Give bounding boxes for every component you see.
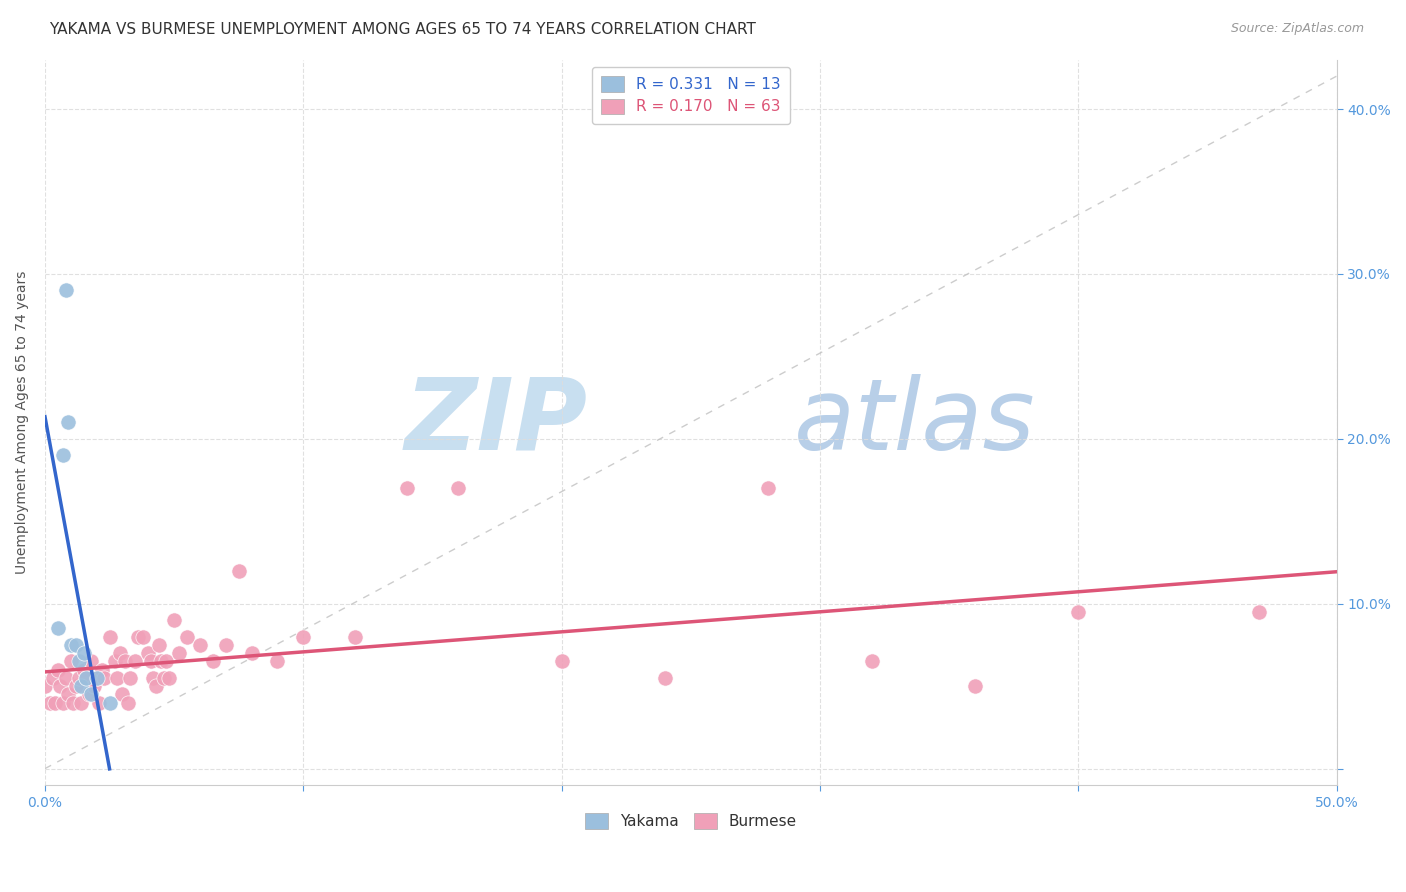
Text: ZIP: ZIP (405, 374, 588, 471)
Point (90, 663, 112, 677)
Point (148, 638, 170, 652)
Y-axis label: Unemployment Among Ages 65 to 74 years: Unemployment Among Ages 65 to 74 years (15, 270, 30, 574)
Point (46, 622, 69, 636)
Point (163, 613, 186, 627)
Point (860, 655, 883, 669)
Point (98, 630, 121, 644)
Point (104, 655, 127, 669)
Point (44, 696, 66, 710)
Point (1249, 605, 1271, 619)
Point (67, 671, 90, 685)
Point (73, 663, 96, 677)
Point (59, 638, 82, 652)
Point (756, 481, 779, 495)
Point (155, 655, 177, 669)
Point (150, 655, 173, 669)
Point (169, 646, 191, 660)
Point (93, 671, 115, 685)
Point (240, 646, 263, 660)
Point (654, 671, 676, 685)
Text: YAKAMA VS BURMESE UNEMPLOYMENT AMONG AGES 65 TO 74 YEARS CORRELATION CHART: YAKAMA VS BURMESE UNEMPLOYMENT AMONG AGE… (49, 22, 756, 37)
Point (117, 696, 139, 710)
Point (157, 671, 180, 685)
Point (108, 646, 131, 660)
Point (52, 696, 75, 710)
Point (58, 687, 80, 701)
Point (55, 671, 77, 685)
Point (142, 671, 165, 685)
Point (145, 679, 167, 693)
Point (114, 655, 136, 669)
Point (52, 448, 75, 462)
Point (41, 671, 63, 685)
Point (75, 671, 97, 685)
Point (58, 415, 80, 429)
Point (83, 679, 105, 693)
Point (46, 663, 69, 677)
Text: Source: ZipAtlas.com: Source: ZipAtlas.com (1230, 22, 1364, 36)
Point (136, 646, 159, 660)
Point (70, 679, 93, 693)
Point (550, 655, 572, 669)
Point (292, 630, 315, 644)
Point (59, 655, 82, 669)
Point (65, 679, 87, 693)
Point (70, 696, 93, 710)
Point (34, 679, 56, 693)
Point (215, 638, 238, 652)
Point (139, 655, 162, 669)
Point (124, 655, 146, 669)
Point (188, 638, 211, 652)
Point (111, 687, 134, 701)
Point (80, 687, 103, 701)
Point (201, 655, 224, 669)
Point (153, 671, 176, 685)
Point (55, 284, 77, 298)
Legend: Yakama, Burmese: Yakama, Burmese (578, 807, 803, 836)
Point (120, 671, 142, 685)
Point (77, 687, 100, 701)
Point (67, 655, 90, 669)
Point (395, 481, 418, 495)
Point (86, 671, 108, 685)
Point (73, 646, 96, 660)
Point (127, 630, 149, 644)
Point (132, 630, 155, 644)
Point (176, 630, 198, 644)
Point (105, 671, 128, 685)
Point (80, 655, 103, 669)
Point (49, 679, 72, 693)
Point (228, 564, 250, 578)
Point (963, 679, 986, 693)
Point (447, 481, 470, 495)
Text: atlas: atlas (794, 374, 1036, 471)
Point (266, 655, 288, 669)
Point (65, 638, 87, 652)
Point (1067, 605, 1090, 619)
Point (86, 671, 108, 685)
Point (39, 696, 62, 710)
Point (98, 696, 121, 710)
Point (75, 671, 97, 685)
Point (343, 630, 366, 644)
Point (62, 696, 84, 710)
Point (89, 696, 111, 710)
